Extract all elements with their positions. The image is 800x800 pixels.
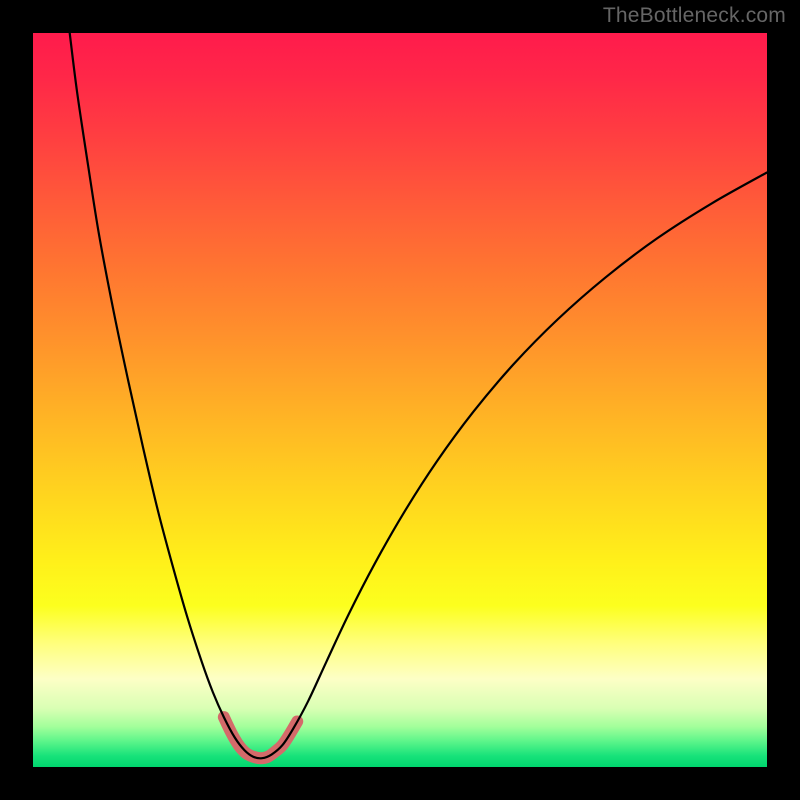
plot-gradient-background bbox=[33, 33, 767, 767]
watermark-text: TheBottleneck.com bbox=[603, 4, 786, 28]
bottleneck-curve-chart bbox=[0, 0, 800, 800]
chart-container: TheBottleneck.com bbox=[0, 0, 800, 800]
